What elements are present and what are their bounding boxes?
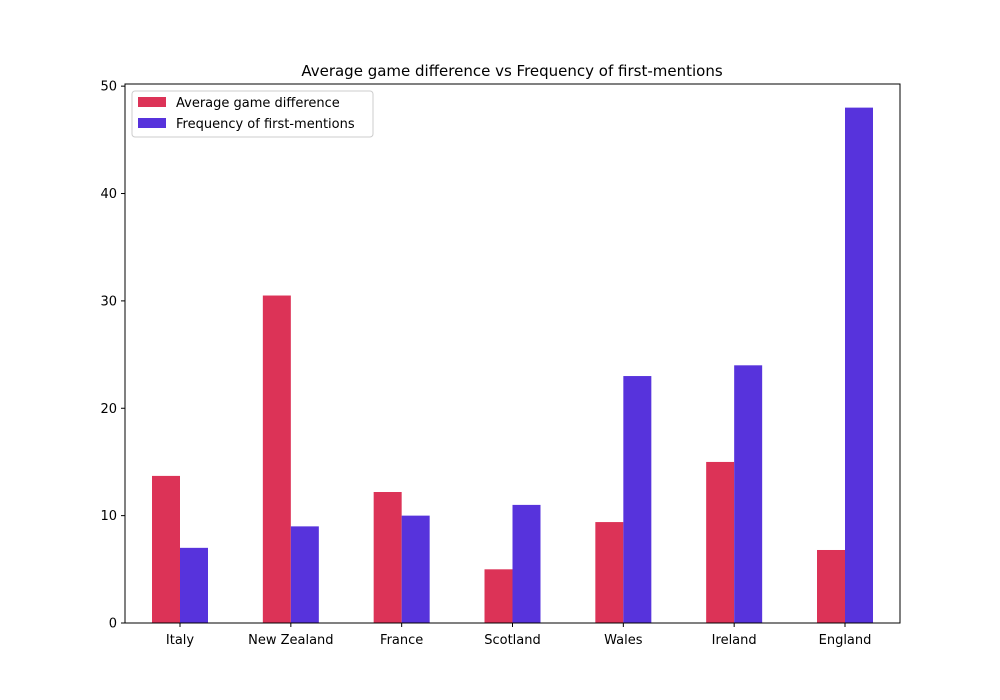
x-tick-label: Ireland	[712, 633, 757, 648]
legend-label: Frequency of first-mentions	[176, 117, 355, 132]
bar-avg-game-difference-scotland	[484, 569, 513, 623]
legend-swatch	[138, 97, 166, 107]
x-tick-label: France	[380, 633, 423, 648]
y-tick-label: 40	[100, 187, 117, 202]
y-tick-label: 30	[100, 294, 117, 309]
bar-avg-game-difference-france	[373, 492, 402, 623]
x-axis: Italy New Zealand France Scotland Wales Irela…	[166, 623, 871, 648]
bar-avg-game-difference-italy	[152, 475, 180, 623]
x-tick-label: New Zealand	[248, 633, 333, 648]
y-tick-label: 50	[100, 80, 117, 95]
y-tick-label: 10	[100, 509, 117, 524]
legend: Average game difference Frequency of firs…	[131, 90, 374, 138]
bar-first-mentions-wales	[623, 376, 652, 623]
bar-avg-game-difference-england	[817, 549, 845, 623]
bar-avg-game-difference-wales	[595, 522, 624, 623]
x-tick-label: England	[819, 633, 872, 648]
bar-avg-game-difference-ireland	[706, 461, 735, 623]
bar-first-mentions-scotland	[512, 504, 541, 623]
bars	[152, 107, 873, 623]
x-tick-label: Wales	[604, 633, 643, 648]
legend-box	[131, 90, 374, 138]
bar-first-mentions-new-zealand	[290, 526, 319, 623]
y-tick-label: 20	[100, 402, 117, 417]
bar-avg-game-difference-new-zealand	[262, 295, 291, 623]
chart-title: Average game difference vs Frequency of …	[301, 62, 723, 80]
legend-label: Average game difference	[176, 96, 340, 111]
bar-first-mentions-ireland	[734, 365, 763, 623]
bar-first-mentions-france	[401, 515, 430, 623]
x-tick-label: Scotland	[484, 633, 541, 648]
bar-first-mentions-england	[845, 107, 873, 623]
legend-swatch	[138, 118, 166, 128]
y-tick-label: 0	[109, 617, 117, 632]
y-axis: 0 10 20 30 40 50	[100, 80, 125, 632]
bar-first-mentions-italy	[180, 547, 208, 623]
x-tick-label: Italy	[166, 633, 195, 648]
